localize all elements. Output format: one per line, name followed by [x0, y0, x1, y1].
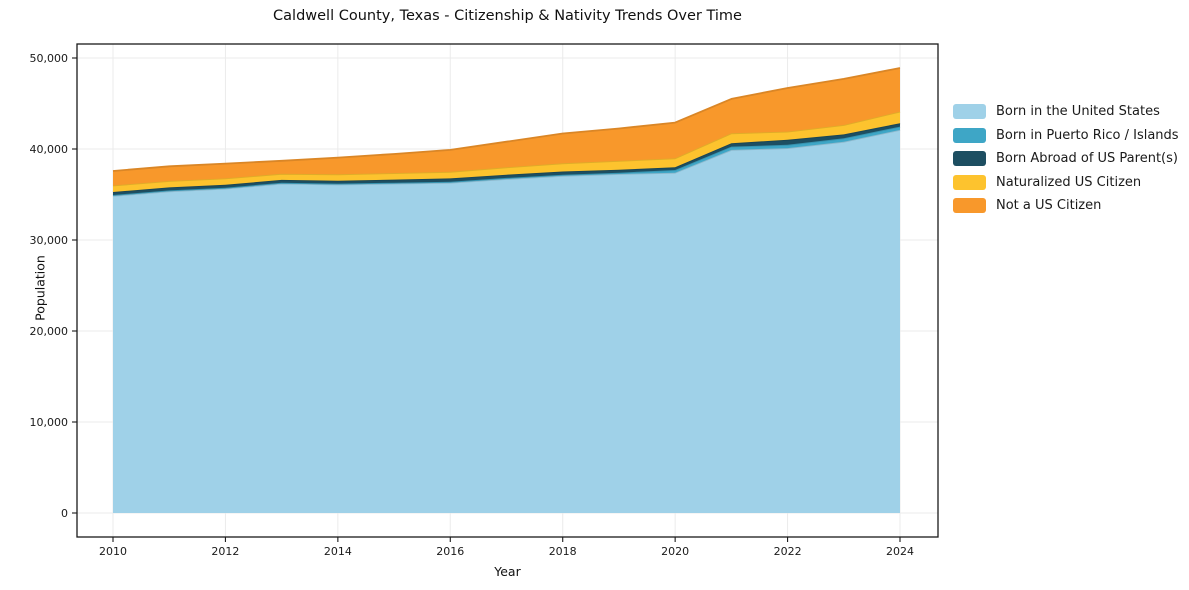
x-tick-label: 2012	[211, 545, 239, 558]
area-series	[113, 129, 900, 513]
legend-swatch-icon	[953, 127, 986, 143]
legend-label: Not a US Citizen	[996, 198, 1102, 213]
legend-swatch-icon	[953, 104, 986, 119]
y-tick-label: 10,000	[30, 416, 69, 429]
legend-label: Born Abroad of US Parent(s)	[996, 151, 1178, 166]
legend: Born in the United States Born in Puerto …	[953, 104, 1179, 222]
y-tick-label: 30,000	[30, 234, 69, 247]
x-tick-label: 2014	[324, 545, 352, 558]
x-tick-label: 2018	[549, 545, 577, 558]
x-axis-label: Year	[494, 564, 521, 579]
y-tick-label: 40,000	[30, 143, 69, 156]
legend-swatch-icon	[953, 151, 986, 166]
x-tick-label: 2016	[436, 545, 464, 558]
x-tick-label: 2022	[774, 545, 802, 558]
y-tick-label: 0	[61, 507, 68, 520]
legend-item: Born in the United States	[953, 104, 1179, 119]
legend-item: Naturalized US Citizen	[953, 174, 1179, 190]
legend-label: Naturalized US Citizen	[996, 174, 1142, 190]
chart-title: Caldwell County, Texas - Citizenship & N…	[273, 8, 742, 24]
legend-item: Not a US Citizen	[953, 198, 1179, 213]
legend-swatch-icon	[953, 174, 986, 190]
legend-label: Born in Puerto Rico / Islands	[996, 127, 1179, 143]
x-tick-label: 2024	[886, 545, 914, 558]
x-tick-label: 2010	[99, 545, 127, 558]
legend-item: Born in Puerto Rico / Islands	[953, 127, 1179, 143]
legend-item: Born Abroad of US Parent(s)	[953, 151, 1179, 166]
area-series	[113, 68, 900, 186]
area-series	[113, 123, 900, 195]
y-tick-label: 50,000	[30, 52, 69, 65]
area-series	[113, 111, 900, 192]
legend-label: Born in the United States	[996, 104, 1160, 119]
y-tick-label: 20,000	[30, 325, 69, 338]
legend-swatch-icon	[953, 198, 986, 213]
x-tick-label: 2020	[661, 545, 689, 558]
